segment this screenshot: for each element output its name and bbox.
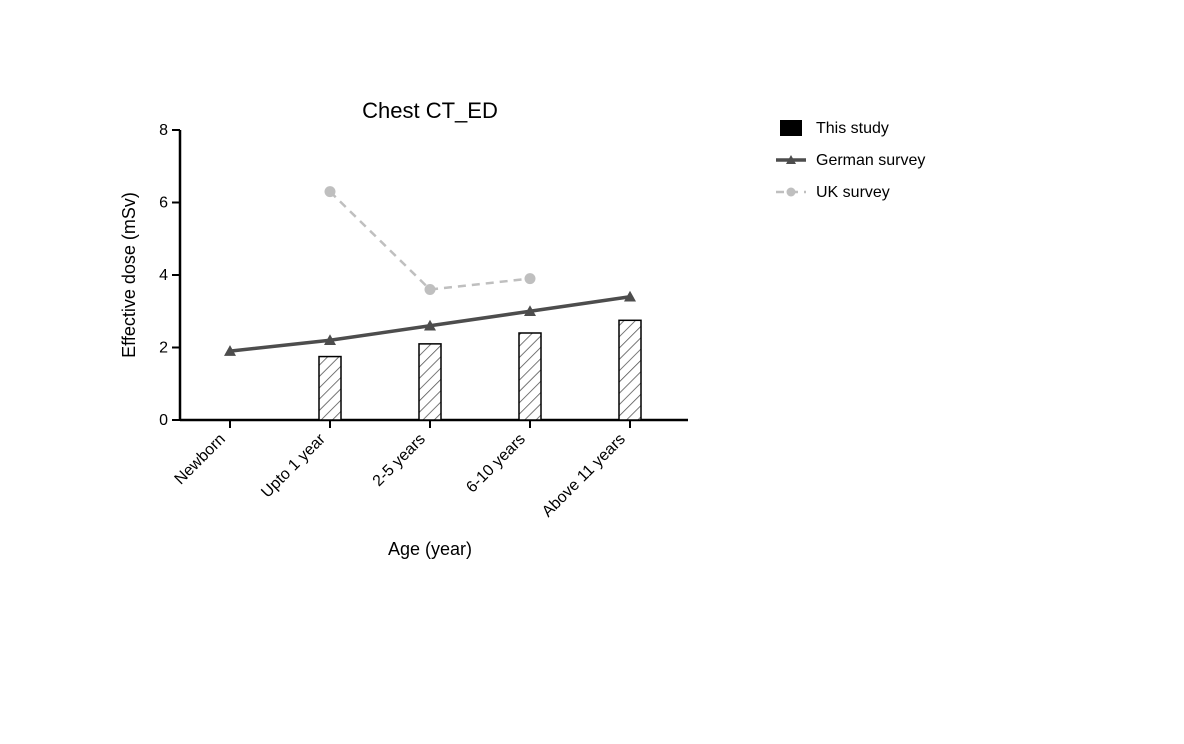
line-uk-survey	[325, 186, 536, 295]
legend: This study German survey UK survey	[776, 120, 925, 201]
x-tick-label: 2-5 years	[370, 431, 429, 490]
bar-this-study	[519, 333, 541, 420]
y-tick-label: 2	[159, 340, 168, 357]
y-tick-label: 6	[159, 195, 168, 212]
legend-label: This study	[816, 120, 889, 137]
bar-this-study	[619, 320, 641, 420]
marker-uk	[525, 273, 536, 284]
marker-uk	[325, 186, 336, 197]
legend-label: UK survey	[816, 184, 890, 201]
x-axis: Newborn Upto 1 year 2-5 years 6-10 yearsAbo…	[172, 420, 688, 521]
x-tick-label: 6-10 years	[463, 431, 528, 496]
x-tick-label: Newborn	[172, 431, 229, 488]
chart-title: Chest CT_ED	[362, 100, 498, 123]
bar-this-study	[419, 344, 441, 420]
legend-marker-uk	[787, 188, 796, 197]
chart-container: Chest CT_ED Effective dose (mSv) Age (ye…	[120, 100, 1020, 660]
y-tick-label: 4	[159, 267, 168, 284]
chart-svg: Chest CT_ED Effective dose (mSv) Age (ye…	[120, 100, 1020, 660]
bar-this-study	[319, 357, 341, 420]
legend-swatch-this-study	[780, 120, 802, 136]
legend-label: German survey	[816, 152, 925, 169]
x-tick-label: Above 11 years	[539, 431, 629, 521]
x-axis-title: Age (year)	[388, 539, 472, 559]
y-axis: 0 2 4 6 8	[159, 122, 180, 429]
marker-uk	[425, 284, 436, 295]
x-tick-label: Upto 1 year	[258, 430, 329, 501]
y-tick-label: 8	[159, 122, 168, 139]
y-axis-title: Effective dose (mSv)	[120, 192, 139, 358]
y-tick-label: 0	[159, 412, 168, 429]
